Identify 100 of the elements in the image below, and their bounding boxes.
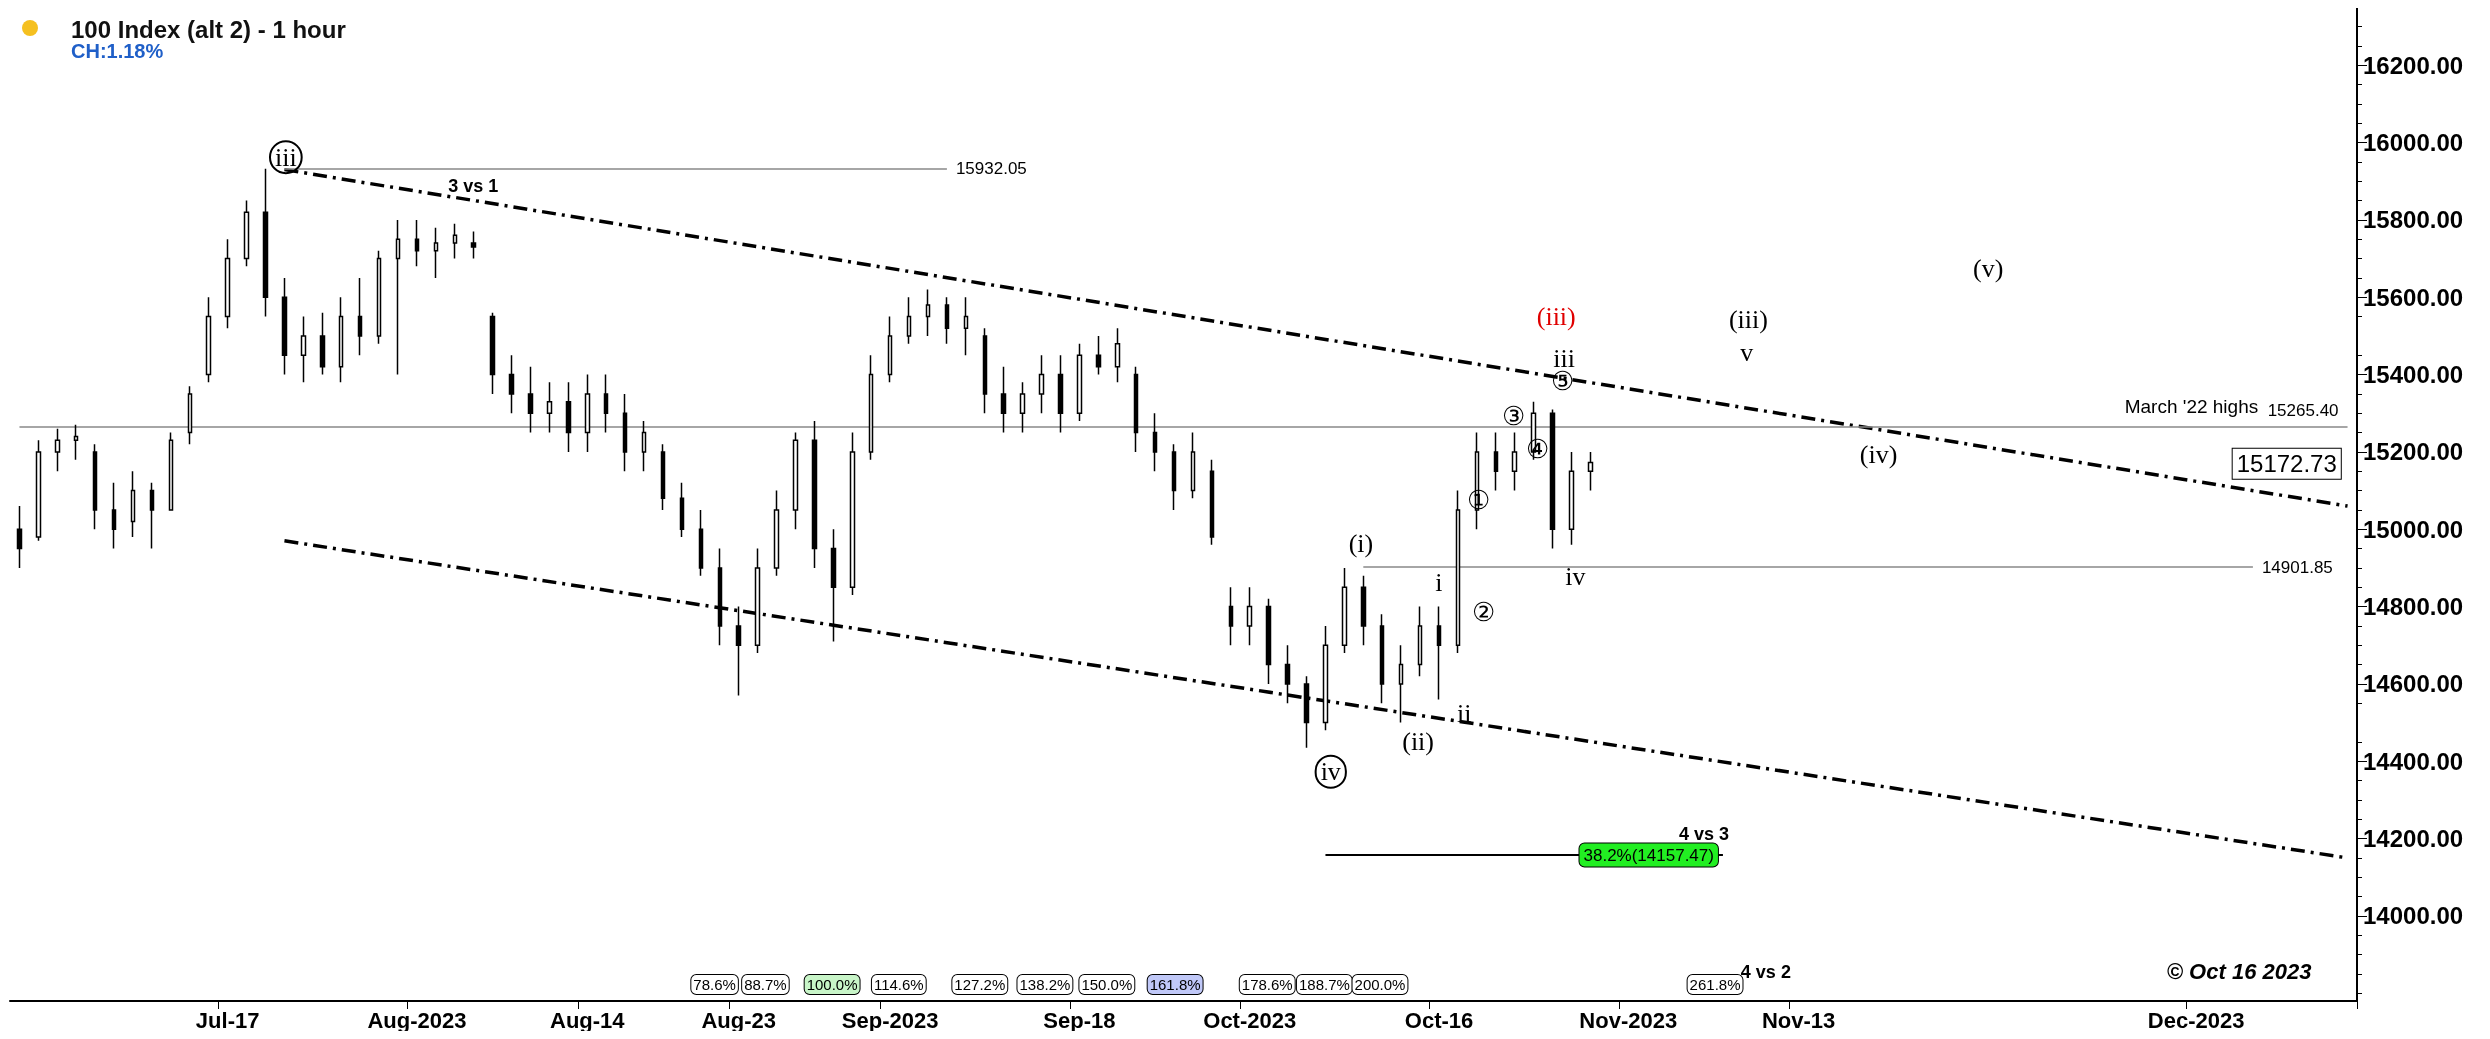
candlestick (1341, 567, 1348, 654)
candlestick (1246, 586, 1253, 646)
candlestick (1322, 625, 1329, 732)
chart-title: 100 Index (alt 2) - 1 hour (71, 15, 346, 43)
candlestick (754, 547, 761, 654)
ref-line-label: 14901.85 (2261, 557, 2333, 577)
y-tick-label: 14600.00 (2363, 670, 2464, 698)
annotation: March '22 highs (2124, 396, 2259, 418)
y-tick-label: 16000.00 (2363, 129, 2464, 157)
candlestick (338, 296, 344, 384)
annotation: 4 vs 3 (1678, 823, 1729, 844)
ref-line-label: 38.2%(14157.47) (1583, 845, 1714, 865)
x-tick-label: Nov-2023 (1579, 1007, 1678, 1033)
x-tick-label: Oct-16 (1404, 1007, 1474, 1033)
annotation: (v) (1973, 253, 2004, 283)
x-tick-label: Nov-13 (1761, 1007, 1836, 1033)
candlestick (35, 439, 42, 542)
annotation: 15172.73 (2236, 450, 2337, 478)
candlestick (1171, 443, 1177, 511)
annotation: iii (275, 142, 297, 172)
y-tick-label: 15600.00 (2363, 283, 2464, 311)
candlestick (1095, 335, 1102, 376)
y-tick-label: 14200.00 (2363, 825, 2464, 853)
candlestick (395, 219, 401, 376)
candlestick (565, 381, 572, 453)
y-tick-label: 15000.00 (2363, 515, 2464, 543)
candlestick (489, 311, 496, 395)
candlestick (243, 199, 250, 268)
candlestick (1436, 605, 1442, 701)
y-tick-label: 14400.00 (2363, 747, 2464, 775)
candlestick (1190, 431, 1196, 500)
candlestick (1133, 366, 1139, 453)
candlestick (16, 505, 23, 569)
candlestick (1228, 586, 1234, 646)
candlestick (224, 238, 231, 329)
candlestick (792, 431, 799, 530)
annotation: 150.0% (1081, 976, 1133, 994)
candlestick (376, 250, 382, 345)
text: CH:1.18% (71, 40, 164, 62)
candlestick (111, 482, 117, 550)
annotation: 88.7% (744, 976, 787, 994)
annotation: (i) (1348, 528, 1374, 558)
x-tick-label: Jul-17 (195, 1007, 260, 1033)
candlestick (54, 427, 61, 472)
annotation: 127.2% (954, 976, 1006, 994)
candlestick (262, 168, 269, 318)
candlestick (1493, 431, 1499, 492)
candlestick (1038, 354, 1045, 414)
candlestick (1076, 342, 1083, 422)
candlestick (584, 373, 591, 453)
candlestick (603, 373, 609, 434)
y-tick-label: 15200.00 (2363, 438, 2464, 466)
candlestick (679, 482, 685, 538)
candlestick (433, 226, 439, 279)
candlestick (1549, 408, 1556, 550)
candlestick (452, 223, 458, 260)
candlestick (149, 482, 155, 550)
candlestick (1379, 613, 1385, 704)
ref-line-label: 15932.05 (955, 159, 1027, 179)
candlestick (1152, 412, 1158, 472)
candlestick (698, 509, 704, 577)
y-tick-label: 16200.00 (2363, 51, 2464, 79)
y-tick-label: 14000.00 (2363, 902, 2464, 930)
annotation: 138.2% (1019, 976, 1071, 994)
candlestick (963, 296, 969, 356)
annotation: 178.6% (1241, 976, 1293, 994)
candlestick (281, 277, 288, 376)
annotation: 188.7% (1298, 976, 1350, 994)
candlestick (414, 219, 420, 268)
candlestick (1455, 489, 1461, 654)
candlestick (622, 393, 628, 472)
candlestick (887, 315, 893, 384)
candlestick (1000, 366, 1007, 434)
candlestick (205, 296, 212, 384)
annotation: 261.8% (1689, 976, 1741, 994)
candlestick (811, 420, 818, 569)
candlestick (168, 431, 174, 511)
candlestick (508, 354, 515, 414)
candlestick (660, 443, 666, 511)
candlestick (1398, 644, 1404, 724)
annotation: ③ (1501, 401, 1525, 431)
candlestick (187, 385, 193, 445)
annotation: 3 vs 1 (448, 175, 499, 196)
candlestick (925, 288, 931, 337)
candlestick (319, 311, 326, 376)
candlestick (717, 547, 723, 646)
candlestick (1587, 451, 1594, 492)
annotation: iv (1320, 757, 1341, 787)
annotation: v (1740, 338, 1754, 368)
annotation: (iv) (1859, 439, 1898, 469)
annotation: 78.6% (693, 976, 736, 994)
annotation: 4 vs 2 (1740, 961, 1791, 982)
candlestick (130, 470, 136, 538)
annotation: 114.6% (873, 976, 924, 994)
candlestick (1265, 598, 1272, 685)
candlestick (641, 420, 647, 472)
candlestick (773, 489, 780, 577)
annotation: ② (1471, 598, 1495, 628)
candlestick (1019, 381, 1026, 434)
annotation: (iii) (1728, 304, 1768, 334)
